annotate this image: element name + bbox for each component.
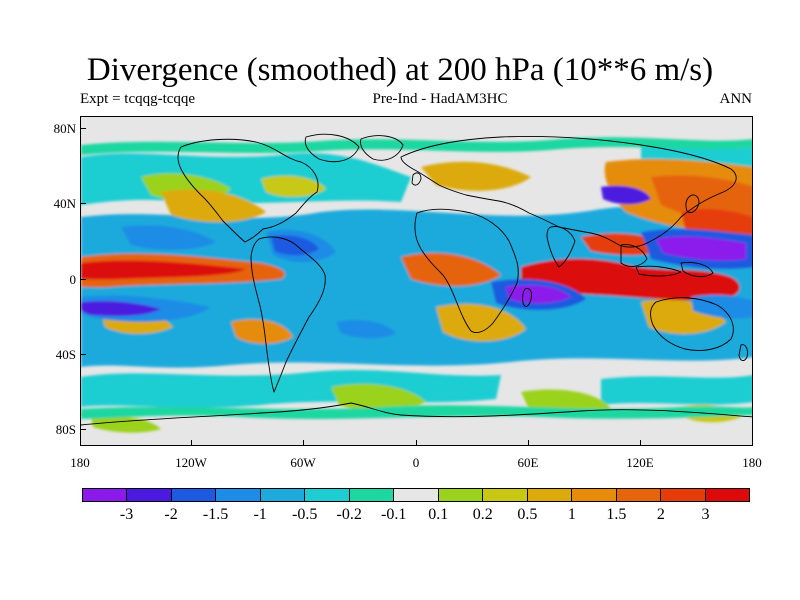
lat-label-40n: 40N — [53, 196, 76, 211]
colorbar-box — [572, 489, 617, 501]
lon-tick — [640, 440, 641, 446]
lat-tick — [80, 429, 86, 430]
colorbar-label: 1.5 — [606, 506, 627, 523]
lon-tick — [528, 440, 529, 446]
colorbar-label: -0.5 — [291, 506, 318, 523]
colorbar-box — [705, 489, 750, 501]
colorbar — [82, 488, 750, 502]
lon-label-180-east: 180 — [742, 455, 762, 470]
lat-tick — [80, 354, 86, 355]
divergence-map — [80, 116, 753, 446]
colorbar-box — [216, 489, 261, 501]
lon-label-60e: 60E — [517, 455, 539, 470]
colorbar-box — [483, 489, 528, 501]
lat-label-80n: 80N — [53, 121, 76, 136]
colorbar-box — [661, 489, 706, 501]
lat-tick — [80, 279, 86, 280]
lon-label-0: 0 — [412, 455, 420, 470]
lon-label-120w: 120W — [175, 455, 207, 470]
colorbar-box — [171, 489, 217, 501]
colorbar-label: -0.2 — [336, 506, 362, 523]
comparison-label: Pre-Ind - HadAM3HC — [372, 91, 508, 107]
colorbar-box — [349, 489, 395, 501]
map-title: Divergence (smoothed) at 200 hPa (10**6 … — [86, 52, 714, 88]
lat-label-80s: 80S — [55, 422, 76, 437]
lon-tick — [416, 440, 417, 446]
lon-label-180-west: 180 — [70, 455, 90, 470]
colorbar-label: 0.5 — [517, 506, 538, 523]
colorbar-label: 0.2 — [472, 506, 493, 523]
colorbar-label: 2 — [656, 506, 665, 523]
colorbar-box — [305, 489, 350, 501]
colorbar-label: -2 — [164, 506, 178, 523]
colorbar-box — [616, 489, 662, 501]
lon-label-60w: 60W — [290, 455, 316, 470]
coastlines — [81, 133, 752, 426]
experiment-label: Expt = tcqqg-tcqqe — [80, 91, 196, 107]
season-label: ANN — [719, 91, 753, 107]
lat-tick — [80, 203, 86, 204]
colorbar-label: 1 — [567, 506, 576, 523]
lon-tick — [191, 440, 192, 446]
colorbar-box — [394, 489, 439, 501]
colorbar-label: 3 — [701, 506, 710, 523]
divergence-contours — [81, 137, 752, 433]
divergence-field — [81, 117, 752, 445]
colorbar-label: -1.5 — [202, 506, 229, 523]
colorbar-label: 0.1 — [428, 506, 449, 523]
colorbar-label: -3 — [119, 506, 134, 523]
lon-tick — [303, 440, 304, 446]
colorbar-label: -1 — [253, 506, 267, 523]
colorbar-box — [127, 489, 172, 501]
lat-label-40s: 40S — [55, 347, 76, 362]
lon-label-120e: 120E — [626, 455, 654, 470]
colorbar-box — [260, 489, 306, 501]
lat-tick — [80, 128, 86, 129]
colorbar-box — [438, 489, 484, 501]
lat-label-0: 0 — [69, 272, 77, 287]
colorbar-label: -0.1 — [381, 506, 407, 523]
colorbar-box — [527, 489, 573, 501]
colorbar-box — [83, 489, 128, 501]
